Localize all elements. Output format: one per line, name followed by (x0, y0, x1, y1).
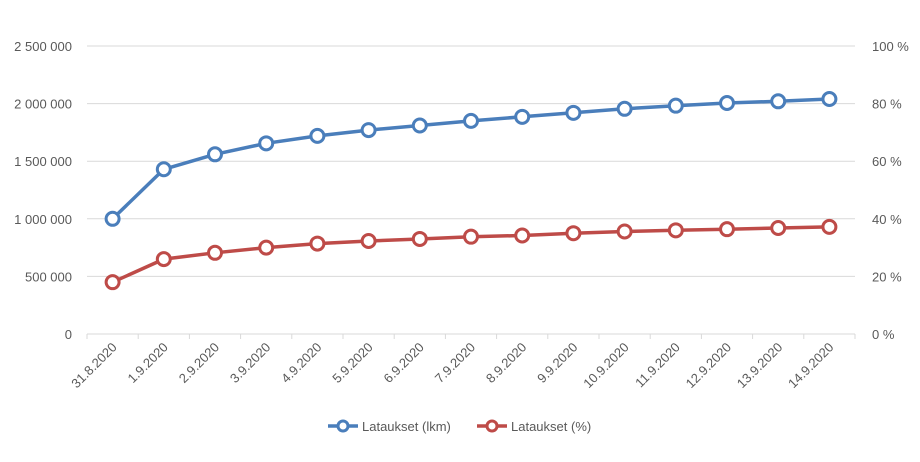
legend-swatch-marker (336, 419, 350, 433)
x-tick-label: 6.9.2020 (381, 340, 427, 386)
data-point-2 (667, 222, 684, 239)
data-point-2 (565, 225, 582, 242)
legend: Lataukset (lkm) Lataukset (%) (328, 419, 591, 434)
right-tick-label: 100 % (872, 39, 909, 54)
x-tick-label: 12.9.2020 (683, 340, 735, 392)
x-tick-label: 3.9.2020 (227, 340, 273, 386)
x-tick-label: 10.9.2020 (580, 340, 632, 392)
data-point-2 (155, 251, 172, 268)
data-point-2 (258, 239, 275, 256)
data-point-2 (104, 274, 121, 291)
data-point-1 (821, 90, 838, 107)
data-point-1 (719, 95, 735, 112)
legend-label: Lataukset (lkm) (362, 419, 451, 434)
data-point-2 (514, 227, 531, 244)
data-point-2 (360, 232, 377, 249)
left-tick-label: 1 500 000 (14, 154, 72, 169)
data-point-2 (207, 244, 223, 261)
data-point-1 (155, 161, 172, 178)
data-point-2 (821, 218, 838, 235)
right-axis-ticks: 0 % 20 % 40 % 60 % 80 % 100 % (872, 39, 909, 342)
x-tick-label: 11.9.2020 (632, 340, 683, 391)
legend-label: Lataukset (%) (511, 419, 591, 434)
data-point-2 (719, 221, 735, 238)
x-tick-label: 4.9.2020 (278, 340, 324, 386)
left-tick-label: 1 000 000 (14, 212, 72, 227)
x-tick-label: 5.9.2020 (329, 340, 375, 386)
left-tick-label: 2 500 000 (14, 39, 72, 54)
data-point-1 (207, 146, 223, 163)
x-axis-ticks: 31.8.2020 1.9.2020 2.9.2020 3.9.2020 4.9.202… (68, 334, 856, 392)
data-point-1 (411, 117, 428, 134)
left-axis-ticks: 0 500 000 1 000 000 1 500 000 2 000 000 2 500… (14, 39, 72, 342)
data-point-1 (463, 112, 479, 129)
right-tick-label: 0 % (872, 327, 895, 342)
x-tick-label: 8.9.2020 (483, 340, 529, 386)
data-point-1 (565, 104, 582, 121)
x-tick-label: 2.9.2020 (176, 340, 222, 386)
x-tick-label: 1.9.2020 (125, 340, 171, 386)
left-tick-label: 500 000 (25, 269, 72, 284)
left-tick-label: 2 000 000 (14, 97, 72, 112)
data-point-1 (309, 127, 326, 144)
left-tick-label: 0 (65, 327, 72, 342)
x-tick-label: 13.9.2020 (734, 340, 786, 392)
data-point-2 (770, 220, 787, 237)
x-tick-label: 7.9.2020 (432, 340, 478, 386)
right-tick-label: 20 % (872, 269, 902, 284)
data-point-1 (514, 108, 531, 125)
right-tick-label: 60 % (872, 154, 902, 169)
data-point-2 (463, 228, 479, 245)
data-point-1 (770, 93, 787, 110)
right-tick-label: 80 % (872, 97, 902, 112)
data-point-1 (616, 100, 633, 117)
legend-swatch-marker (485, 419, 499, 433)
x-tick-label: 9.9.2020 (534, 340, 580, 386)
x-tick-label: 31.8.2020 (68, 340, 120, 392)
right-tick-label: 40 % (872, 212, 902, 227)
x-tick-label: 14.9.2020 (785, 340, 837, 392)
data-point-2 (309, 235, 326, 252)
data-point-2 (411, 230, 428, 247)
data-point-1 (667, 97, 684, 114)
data-point-1 (360, 122, 377, 139)
series-layer (104, 90, 838, 291)
data-point-1 (258, 135, 275, 152)
data-point-2 (616, 223, 633, 240)
data-point-1 (104, 210, 121, 227)
